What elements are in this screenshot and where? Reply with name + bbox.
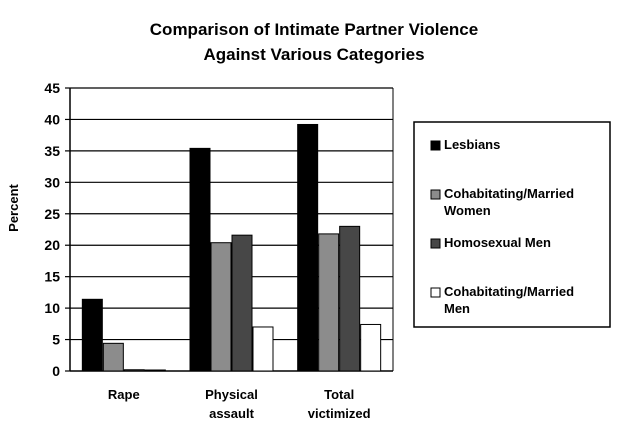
x-category-label: assault (209, 406, 254, 421)
y-tick-label: 40 (44, 111, 60, 127)
x-category-label: Rape (108, 387, 140, 402)
x-category-label: victimized (308, 406, 371, 421)
bar (318, 233, 340, 372)
legend-label: Cohabitating/Married (444, 186, 574, 201)
y-tick-label: 0 (52, 363, 60, 379)
legend-box (413, 121, 611, 328)
y-tick-labels: 0 5 10 15 20 25 30 35 40 45 (44, 80, 60, 379)
legend-swatch (430, 140, 441, 151)
x-category-label: Physical (205, 387, 258, 402)
y-tick-label: 20 (44, 237, 60, 253)
legend-swatch (430, 287, 441, 298)
legend: Lesbians Cohabitating/Married Women Homosex… (413, 121, 611, 328)
legend-label: Men (444, 301, 470, 316)
y-tick-label: 5 (52, 332, 60, 348)
bars (81, 123, 382, 372)
bar (102, 342, 124, 372)
y-axis-label: Percent (6, 183, 21, 231)
y-tick-label: 25 (44, 206, 60, 222)
legend-label: Homosexual Men (444, 235, 551, 250)
bar (252, 326, 274, 372)
legend-swatch (430, 238, 441, 249)
y-tick-label: 15 (44, 269, 60, 285)
chart-title-line: Against Various Categories (203, 45, 424, 64)
y-axis-label: Percent (6, 183, 21, 231)
bar (360, 323, 382, 372)
bar (81, 298, 103, 372)
bar (144, 369, 166, 372)
y-tick-label: 35 (44, 143, 60, 159)
y-tick-label: 30 (44, 174, 60, 190)
legend-label: Cohabitating/Married (444, 284, 574, 299)
bar (210, 242, 232, 372)
legend-label: Lesbians (444, 137, 500, 152)
y-tick-label: 10 (44, 300, 60, 316)
x-category-labels: Rape Physical assault Total victimized (108, 387, 371, 421)
bar (123, 369, 145, 372)
y-tick-label: 45 (44, 80, 60, 96)
legend-swatch (430, 189, 441, 200)
bar (189, 147, 211, 372)
chart-title-line: Comparison of Intimate Partner Violence (150, 20, 478, 39)
bar (339, 225, 361, 372)
bar (297, 123, 319, 372)
chart-title: Comparison of Intimate Partner Violence A… (150, 20, 478, 64)
bar (231, 234, 253, 372)
x-category-label: Total (324, 387, 354, 402)
legend-label: Women (444, 203, 491, 218)
